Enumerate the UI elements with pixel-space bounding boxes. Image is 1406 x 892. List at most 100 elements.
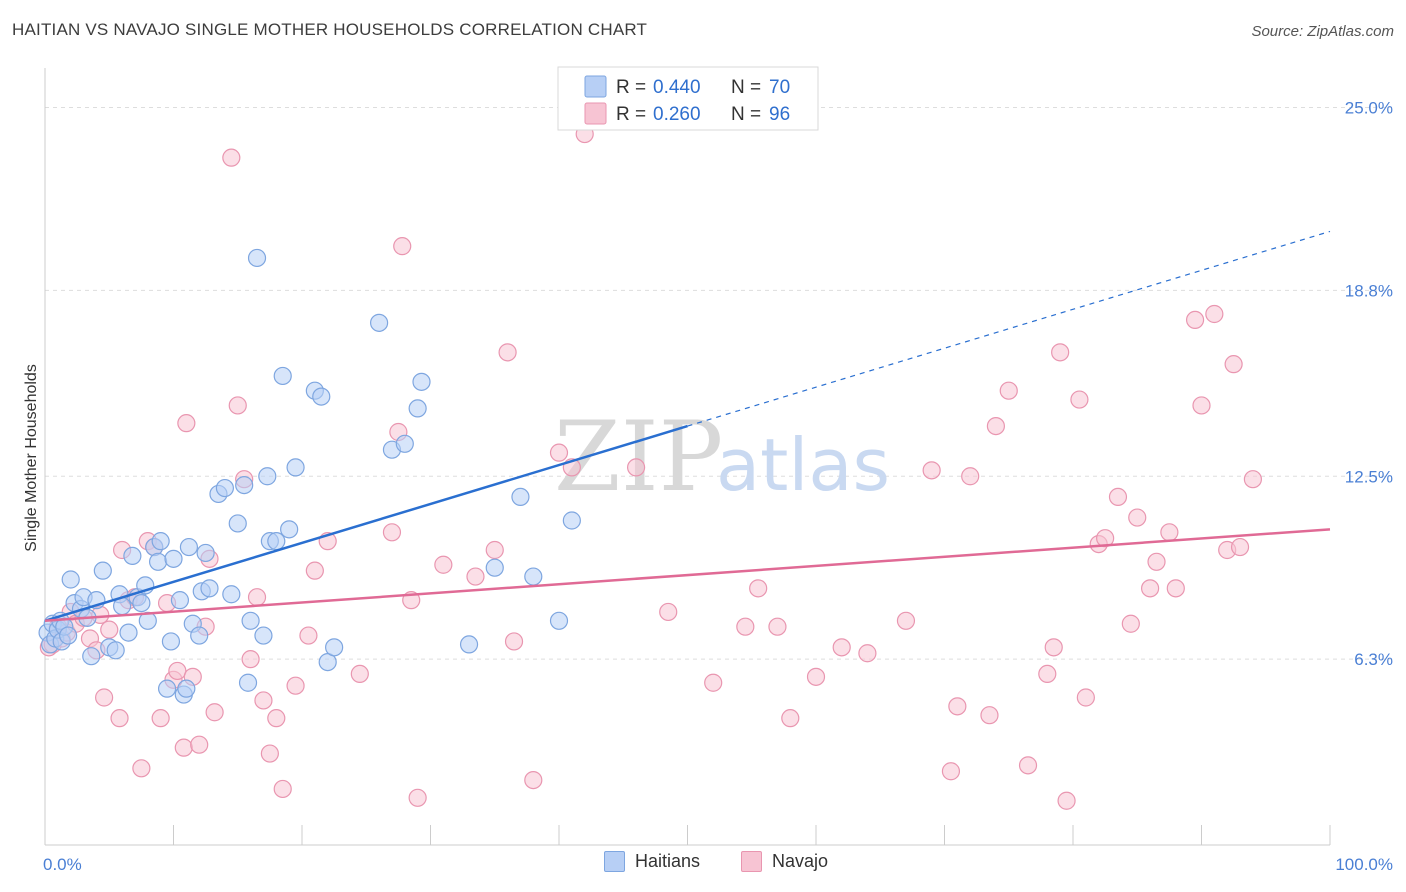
navajo-point xyxy=(1076,688,1095,707)
haitians-point xyxy=(164,549,183,568)
haitians-point xyxy=(151,532,170,551)
bottom-legend-haitians: Haitians xyxy=(604,851,700,872)
haitians-point xyxy=(161,632,181,651)
trend-lines xyxy=(44,230,1331,623)
haitians-point xyxy=(148,552,168,571)
navajo-point xyxy=(806,667,826,686)
navajo-point xyxy=(95,688,114,707)
legend-n-value-haitians: 70 xyxy=(769,77,790,98)
legend-swatch-haitians xyxy=(584,75,607,98)
haitians-point xyxy=(549,611,569,630)
navajo-point xyxy=(408,788,427,807)
navajo-point xyxy=(1096,529,1115,548)
navajo-point xyxy=(986,417,1006,436)
navajo-point xyxy=(190,735,209,754)
haitians-point xyxy=(119,623,138,642)
navajo-point xyxy=(922,461,941,480)
haitians-point xyxy=(170,591,190,610)
navajo-point xyxy=(1121,614,1140,633)
navajo-point xyxy=(177,414,196,433)
navajo-point xyxy=(254,691,273,710)
haitians-point xyxy=(273,366,292,386)
haitians-point xyxy=(254,626,273,645)
navajo-point xyxy=(110,709,129,728)
navajo-point xyxy=(948,697,967,716)
navajo-point xyxy=(1108,487,1128,506)
haitians-point xyxy=(280,520,299,539)
navajo-point xyxy=(299,626,318,645)
haitians-point xyxy=(325,638,344,657)
legend-n-value-navajo: 96 xyxy=(769,104,790,125)
navajo-point xyxy=(132,759,151,778)
haitians-point xyxy=(228,514,247,533)
navajo-point xyxy=(1128,508,1147,527)
navajo-point xyxy=(980,706,999,725)
haitians-point xyxy=(222,585,241,604)
legend: R = 0.440 N = 70 R = 0.260 N = 96 xyxy=(557,66,819,131)
navajo-point xyxy=(241,650,260,669)
navajo-point xyxy=(1044,638,1063,657)
watermark-zip: ZIP xyxy=(554,401,723,513)
navajo-point xyxy=(768,617,787,636)
haitians-point xyxy=(247,248,267,268)
navajo-point xyxy=(961,467,980,486)
y-axis-title: Single Mother Households xyxy=(23,364,40,552)
navajo-point xyxy=(498,343,517,362)
y-tick-label: 12.5% xyxy=(1345,467,1393,486)
navajo-point xyxy=(466,567,485,586)
y-tick-label: 6.3% xyxy=(1354,650,1393,669)
navajo-point xyxy=(247,588,267,607)
navajo-point xyxy=(168,661,187,681)
haitians-point xyxy=(61,570,80,589)
haitians-trend-line xyxy=(44,424,688,622)
haitians-point xyxy=(200,579,219,598)
navajo-point xyxy=(1018,756,1038,775)
y-tick-label: 25.0% xyxy=(1345,99,1393,118)
navajo-point xyxy=(151,709,170,728)
haitians-point xyxy=(196,543,215,563)
navajo-point xyxy=(941,762,961,781)
haitians-point xyxy=(485,558,504,577)
haitians-point xyxy=(562,511,581,530)
legend-n-label-navajo: N = xyxy=(731,104,761,125)
legend-r-value-haitians: 0.440 xyxy=(653,77,701,98)
navajo-point xyxy=(896,611,916,630)
legend-swatch-navajo xyxy=(584,102,607,125)
navajo-point xyxy=(1160,523,1179,542)
haitians-point xyxy=(215,478,234,498)
navajo-point xyxy=(1243,470,1263,489)
watermark: ZIP atlas xyxy=(554,401,890,513)
watermark-atlas: atlas xyxy=(716,423,890,507)
legend-n-label-haitians: N = xyxy=(731,77,761,98)
navajo-point xyxy=(749,579,768,598)
source-label: Source: ZipAtlas.com xyxy=(1251,23,1394,40)
y-tick-label: 18.8% xyxy=(1345,281,1393,300)
navajo-point xyxy=(382,523,402,542)
axes xyxy=(44,68,1331,846)
haitians-trend-extension xyxy=(687,230,1331,427)
bottom-legend-label-haitians: Haitians xyxy=(635,851,701,871)
x-tick-label: 0.0% xyxy=(43,855,82,874)
navajo-point xyxy=(393,237,412,256)
haitians-point xyxy=(190,626,209,645)
haitians-point xyxy=(370,313,389,332)
haitians-point xyxy=(511,487,530,506)
bottom-legend: Haitians Navajo xyxy=(0,851,1406,877)
navajo-point xyxy=(1057,791,1076,810)
haitians-point xyxy=(179,537,199,557)
navajo-point xyxy=(1185,310,1205,329)
navajo-point xyxy=(736,617,755,636)
navajo-point xyxy=(1224,355,1243,374)
haitians-point xyxy=(241,611,260,630)
haitians-point xyxy=(395,434,414,453)
navajo-point xyxy=(305,561,324,580)
haitians-point xyxy=(312,387,331,406)
navajo-point xyxy=(504,632,524,651)
navajo-point xyxy=(659,602,678,622)
navajo-point xyxy=(205,703,224,722)
haitians-point xyxy=(412,372,431,391)
navajo-point xyxy=(286,676,305,695)
navajo-point xyxy=(1192,396,1211,415)
navajo-point xyxy=(999,381,1018,400)
